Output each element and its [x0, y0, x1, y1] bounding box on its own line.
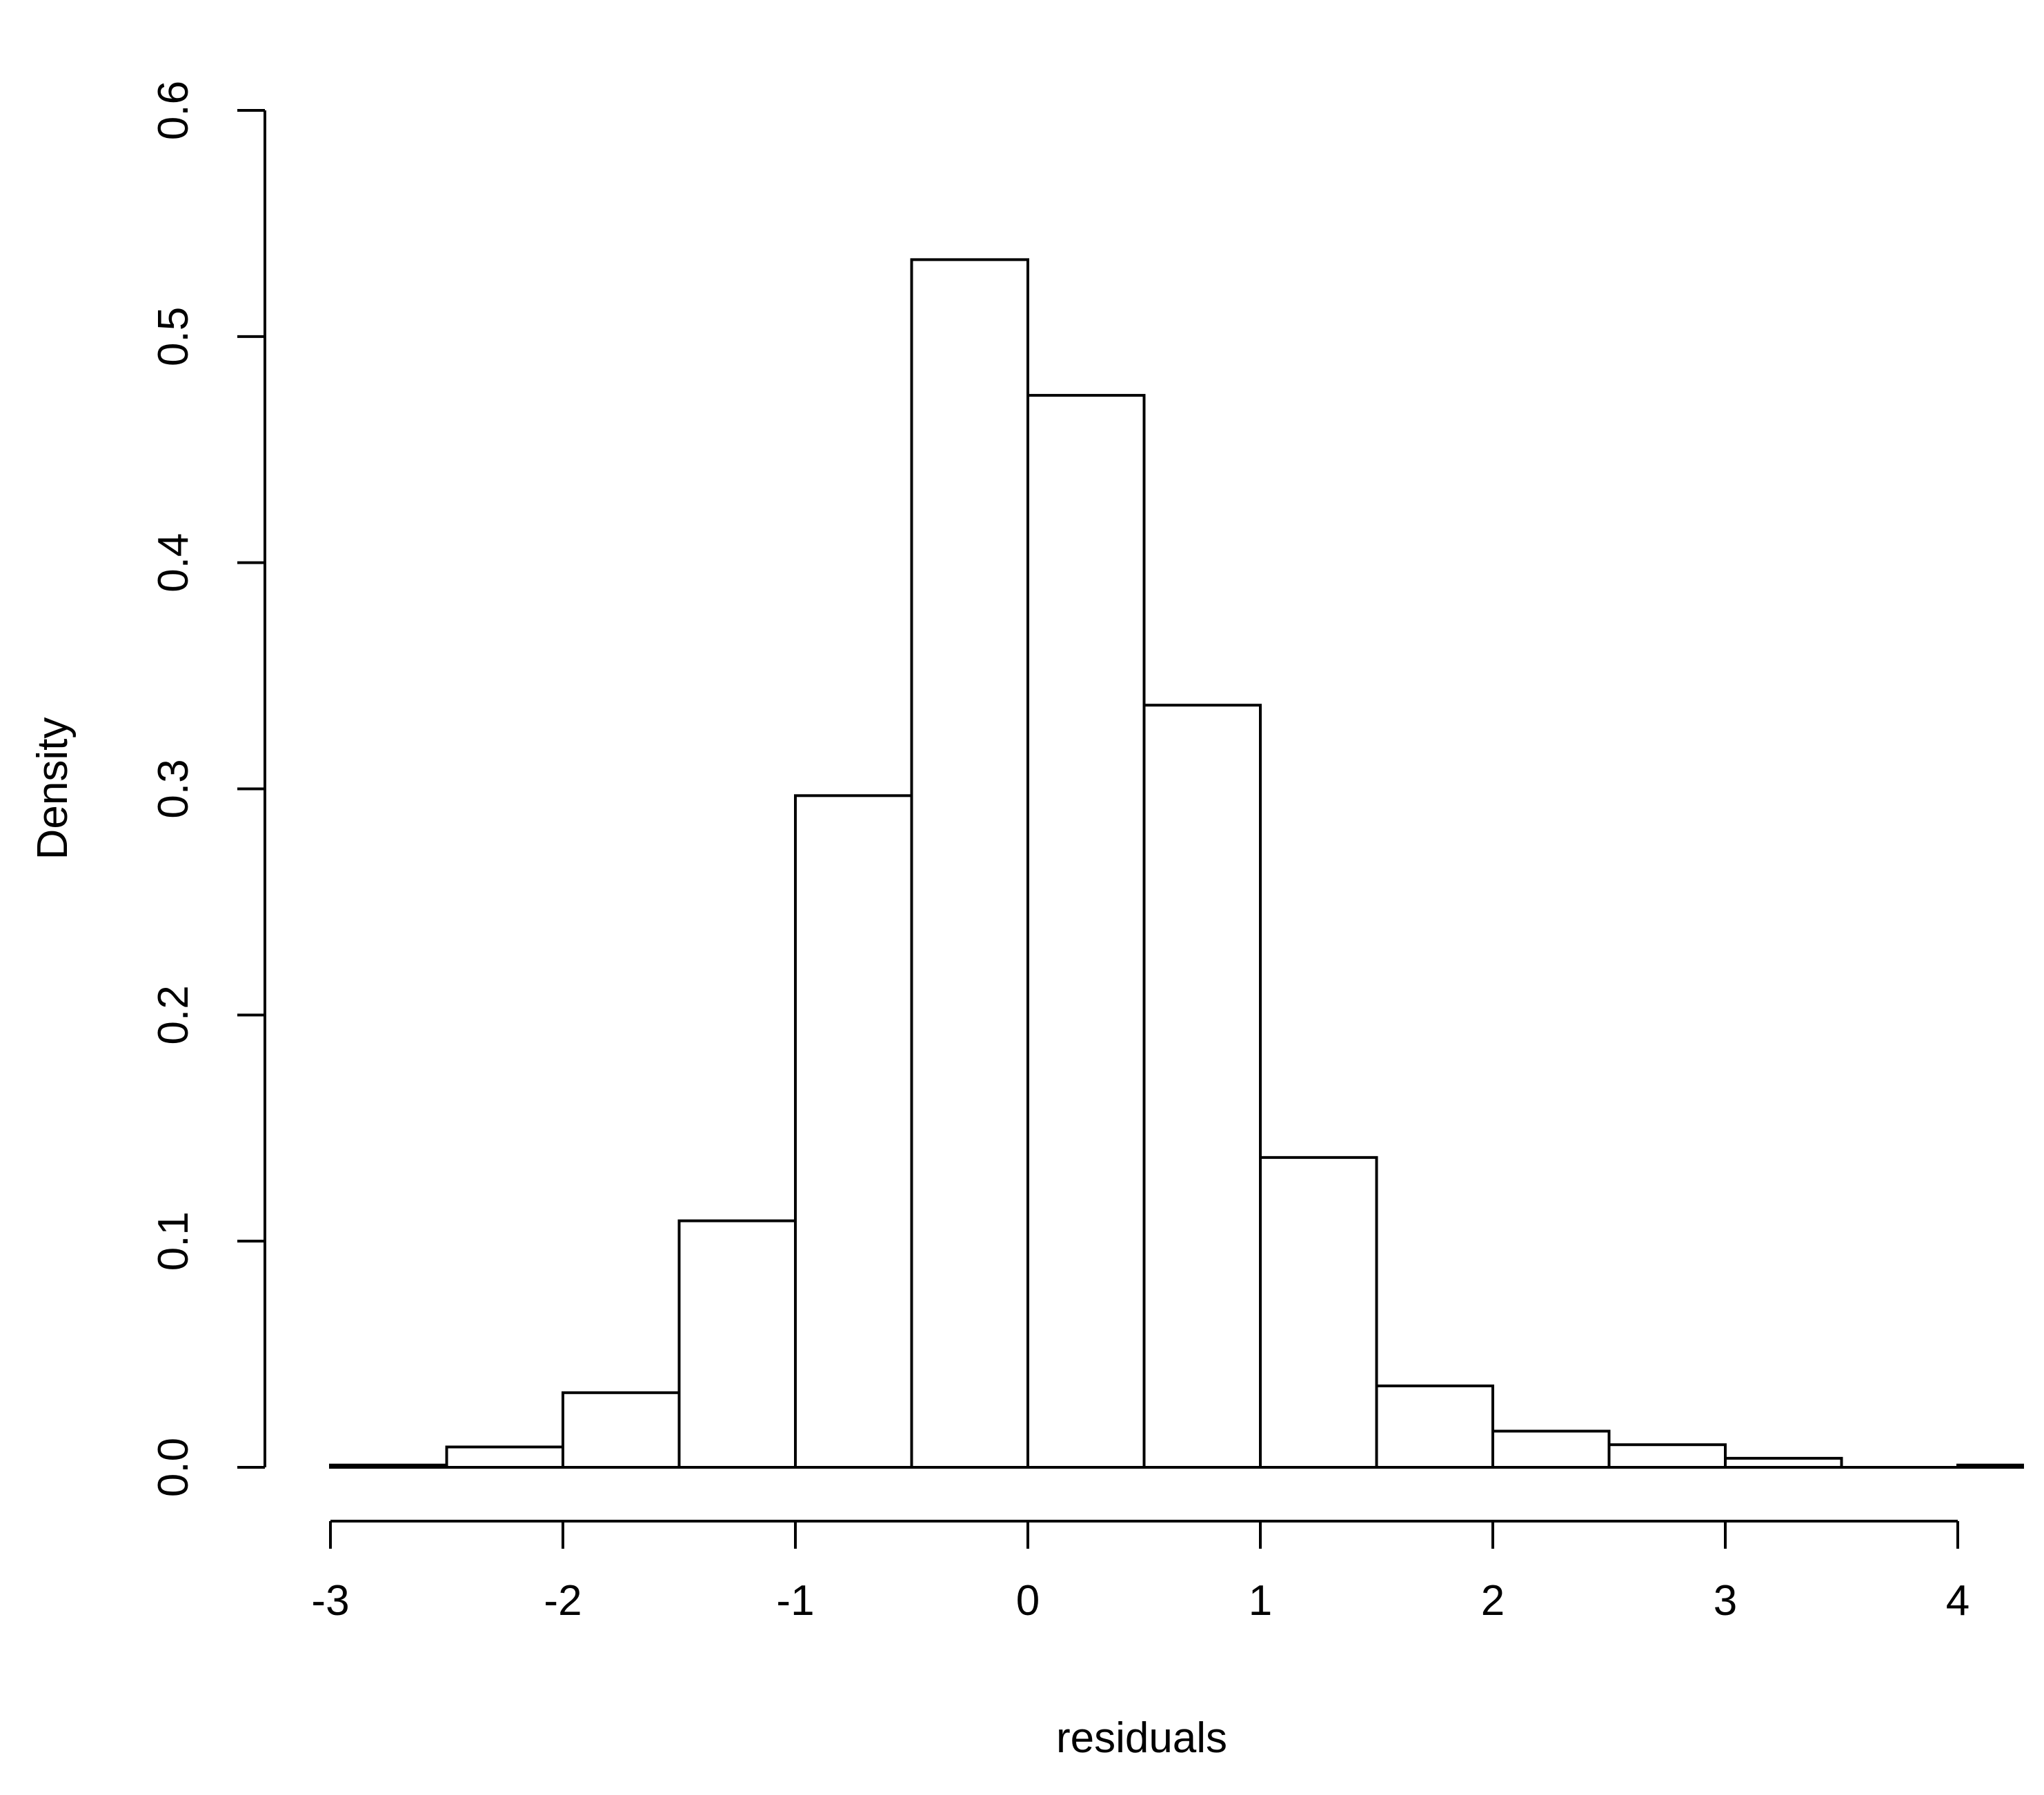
- x-tick-label: 0: [1016, 1577, 1040, 1625]
- histogram-bar: [1491, 1429, 1611, 1469]
- histogram-bar: [562, 1391, 681, 1469]
- y-tick-label: 0.5: [150, 307, 197, 366]
- histogram-bar: [1026, 394, 1146, 1469]
- x-tick-label: 3: [1714, 1577, 1737, 1625]
- histogram-bar: [445, 1445, 564, 1469]
- x-tick-label: 4: [1946, 1577, 1969, 1625]
- histogram-bar: [1607, 1443, 1727, 1469]
- y-tick-label: 0.0: [150, 1438, 197, 1497]
- histogram-bar: [1259, 1156, 1378, 1469]
- y-tick-label: 0.6: [150, 81, 197, 140]
- y-tick-label: 0.4: [150, 533, 197, 593]
- x-axis-title: residuals: [1056, 1714, 1227, 1762]
- y-tick-label: 0.1: [150, 1211, 197, 1271]
- histogram-bar: [677, 1219, 797, 1469]
- histogram-bars: [329, 258, 2024, 1469]
- x-tick-label: 1: [1249, 1577, 1272, 1625]
- y-tick-label: 0.3: [150, 759, 197, 818]
- y-tick-label: 0.2: [150, 985, 197, 1044]
- histogram-bar: [1142, 704, 1262, 1469]
- x-tick-label: 2: [1481, 1577, 1505, 1625]
- y-axis: 0.0 0.1 0.2 0.3 0.4 0.5 0.6: [150, 81, 266, 1497]
- histogram-bar: [910, 258, 1029, 1469]
- x-tick-label: -3: [311, 1577, 349, 1625]
- histogram-bar: [794, 794, 913, 1469]
- y-axis-title: Density: [29, 717, 77, 860]
- x-axis: -3 -2 -1 0 1 2 3 4: [311, 1520, 1969, 1625]
- x-tick-label: -2: [544, 1577, 582, 1625]
- histogram-bar: [1375, 1384, 1494, 1469]
- x-tick-label: -1: [776, 1577, 814, 1625]
